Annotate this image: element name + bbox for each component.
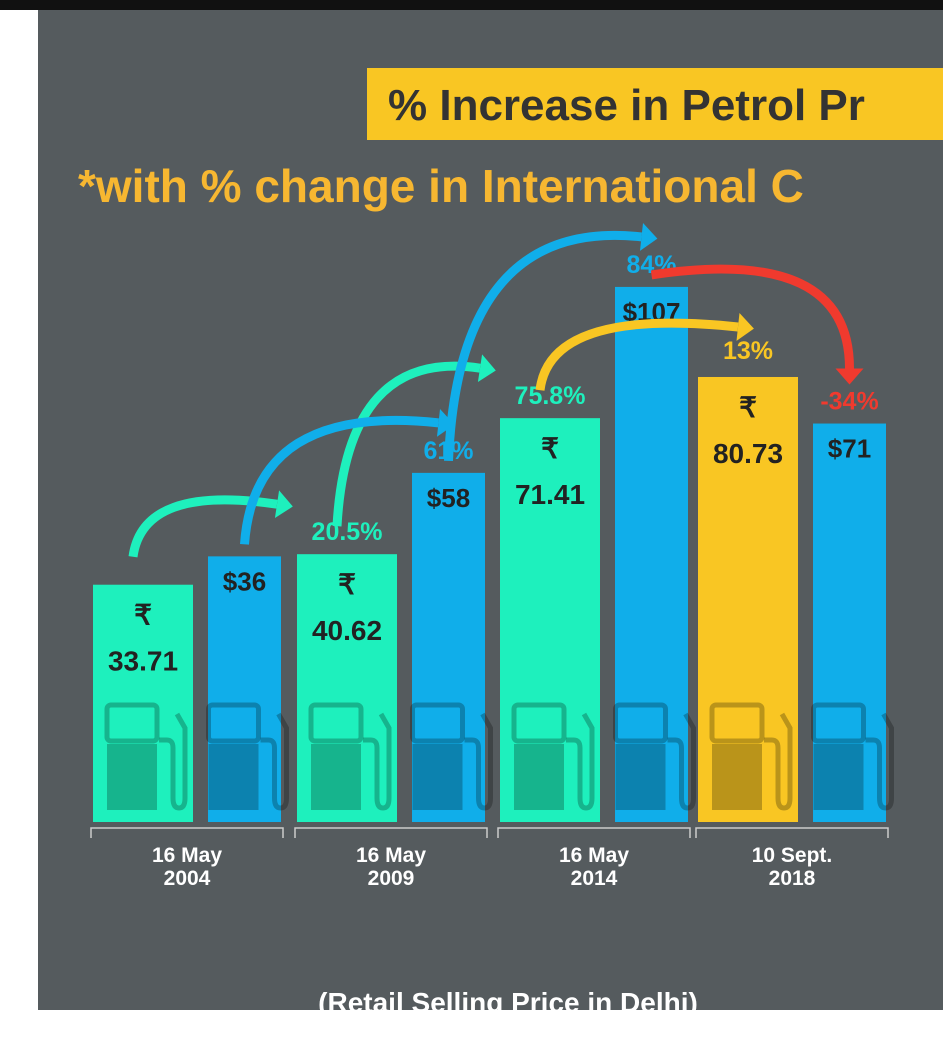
arrow bbox=[332, 361, 481, 527]
bar bbox=[615, 286, 688, 822]
change-label: -34% bbox=[820, 388, 878, 416]
value-label: ₹80.73 bbox=[713, 392, 783, 469]
arrow bbox=[444, 231, 642, 462]
pump-icon bbox=[260, 712, 289, 811]
pump-icon bbox=[811, 702, 866, 744]
pump-icon bbox=[511, 702, 567, 744]
bracket bbox=[294, 827, 488, 838]
pump-icon bbox=[613, 702, 668, 744]
value-label: $36 bbox=[223, 566, 266, 596]
arrow bbox=[650, 264, 854, 369]
subtitle-box bbox=[367, 68, 943, 140]
bar bbox=[698, 376, 798, 822]
pump-icon bbox=[311, 744, 361, 810]
bracket bbox=[90, 827, 284, 838]
value-label: ₹40.62 bbox=[312, 569, 382, 646]
change-label: 75.8% bbox=[515, 382, 586, 410]
arrow-head bbox=[274, 490, 293, 519]
value-label: ₹33.71 bbox=[108, 600, 178, 677]
pump-icon bbox=[813, 744, 864, 810]
arrow-head bbox=[736, 313, 754, 341]
pump-icon bbox=[206, 702, 261, 744]
pump-icon bbox=[514, 744, 564, 810]
note: *with % change in International C bbox=[78, 160, 804, 212]
pump-icon bbox=[363, 712, 392, 811]
value-label: $58 bbox=[427, 483, 470, 513]
pump-icon bbox=[764, 712, 793, 811]
pump-icon bbox=[464, 712, 493, 811]
pump-icon bbox=[615, 744, 666, 810]
arrow-head bbox=[639, 223, 658, 251]
bar bbox=[500, 418, 600, 822]
arrow bbox=[128, 495, 278, 558]
bar bbox=[93, 584, 193, 822]
pump-icon bbox=[712, 744, 762, 810]
arrow bbox=[240, 415, 439, 545]
value-label: $71 bbox=[828, 434, 871, 464]
value-label: ₹71.41 bbox=[515, 433, 585, 510]
bar bbox=[297, 554, 397, 822]
change-label: 13% bbox=[723, 337, 773, 365]
bracket bbox=[695, 827, 889, 838]
arrow-head bbox=[436, 408, 455, 437]
subtitle: % Increase in Petrol Pr bbox=[388, 81, 865, 130]
pump-icon bbox=[566, 712, 595, 811]
pump-icon bbox=[208, 744, 259, 810]
pump-icon bbox=[667, 712, 696, 811]
category-label: 16 May 2009 bbox=[356, 844, 426, 890]
pump-icon bbox=[308, 702, 364, 744]
pump-icon bbox=[107, 744, 157, 810]
bracket bbox=[497, 827, 691, 838]
pump-icon bbox=[865, 712, 894, 811]
change-label: 20.5% bbox=[312, 518, 383, 546]
pump-icon bbox=[159, 712, 188, 811]
category-label: 10 Sept. 2018 bbox=[752, 844, 833, 890]
category-label: 16 May 2014 bbox=[559, 844, 629, 890]
caption: (Retail Selling Price in Delhi) bbox=[318, 987, 698, 1018]
bar bbox=[208, 556, 281, 822]
arrow-head bbox=[477, 354, 496, 383]
pump-icon bbox=[410, 702, 465, 744]
top-bar bbox=[0, 0, 943, 10]
arrow bbox=[535, 318, 739, 391]
pump-icon bbox=[412, 744, 463, 810]
pump-icon bbox=[709, 702, 765, 744]
category-label: 16 May 2004 bbox=[152, 844, 222, 890]
pump-icon bbox=[104, 702, 160, 744]
arrow-head bbox=[835, 368, 864, 385]
bar bbox=[412, 472, 485, 822]
bar bbox=[813, 423, 886, 822]
